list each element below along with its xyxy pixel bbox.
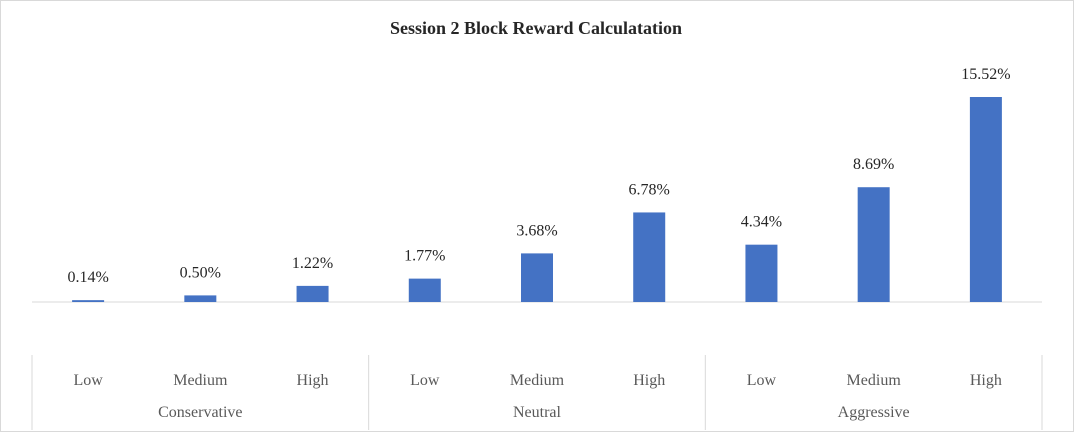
data-label: 1.77% [404,248,445,265]
data-label: 6.78% [629,181,670,198]
x-tick-label: High [297,372,329,389]
bar [184,295,217,302]
x-tick-label: Medium [847,372,902,389]
bar [857,187,890,302]
x-group-label: Neutral [513,404,562,421]
x-tick-label: Medium [510,372,565,389]
chart-marks: 0.14% Low 0.50% Medium 1.22% High Conservative… [31,66,1043,430]
data-label: 4.34% [741,214,782,231]
x-tick-label: Low [73,372,103,389]
bar [72,300,105,302]
data-label: 8.69% [853,156,894,173]
x-tick-label: High [970,372,1002,389]
bar [408,278,441,302]
chart-title: Session 2 Block Reward Calculatation [390,18,682,38]
x-tick-label: Medium [173,372,228,389]
data-label: 15.52% [961,66,1010,83]
bar [969,97,1002,302]
x-group-label: Aggressive [838,404,910,421]
data-label: 1.22% [292,255,333,272]
bar [296,285,329,302]
data-label: 0.50% [180,264,221,281]
data-label: 3.68% [516,222,557,239]
bar [633,212,666,302]
x-group-label: Conservative [158,404,242,421]
x-tick-label: Low [747,372,777,389]
x-tick-label: Low [410,372,440,389]
bar [745,244,778,302]
bar [521,253,553,302]
data-label: 0.14% [67,269,108,286]
x-tick-label: High [633,372,665,389]
